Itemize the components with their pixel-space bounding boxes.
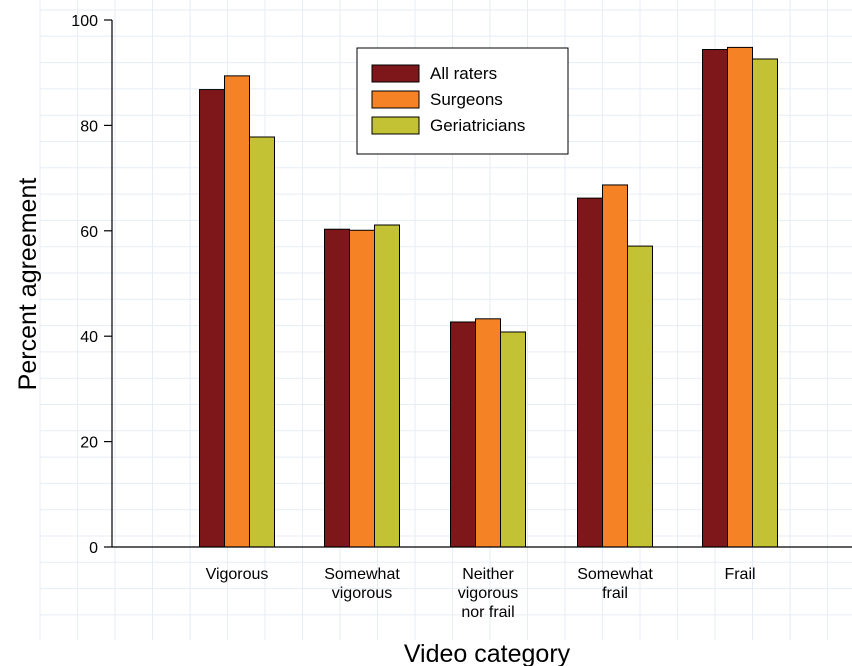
x-tick-label: Neither vigorous nor frail bbox=[458, 566, 518, 621]
legend-swatch bbox=[371, 90, 420, 109]
bar-surgeons bbox=[475, 318, 501, 548]
legend-swatch bbox=[371, 64, 420, 83]
y-tick-label: 0 bbox=[89, 540, 98, 557]
bar-all-raters bbox=[199, 89, 225, 548]
bar-geriatricians bbox=[374, 224, 400, 548]
bar-geriatricians bbox=[627, 245, 653, 548]
y-tick-label: 60 bbox=[80, 224, 98, 241]
bar-geriatricians bbox=[752, 58, 778, 548]
x-tick-label: Somewhat frail bbox=[577, 566, 653, 602]
legend-label: Geriatricians bbox=[430, 116, 525, 135]
legend-label: All raters bbox=[430, 64, 497, 83]
bar-all-raters bbox=[450, 321, 476, 548]
bar-geriatricians bbox=[500, 331, 526, 548]
x-axis-title: Video category bbox=[404, 640, 571, 666]
bar-surgeons bbox=[349, 229, 375, 548]
bar-all-raters bbox=[702, 49, 728, 548]
y-tick-label: 80 bbox=[80, 118, 98, 135]
bar-surgeons bbox=[727, 46, 753, 548]
y-axis-title: Percent agreement bbox=[14, 178, 42, 391]
bar-all-raters bbox=[577, 197, 603, 548]
y-tick-label: 20 bbox=[80, 435, 98, 452]
y-ticks: 0 20 40 60 80 100 bbox=[71, 13, 112, 557]
bar-geriatricians bbox=[249, 136, 275, 548]
x-tick-label: Somewhat vigorous bbox=[324, 566, 400, 602]
bars bbox=[199, 46, 778, 548]
x-tick-label: Vigorous bbox=[206, 566, 269, 583]
bar-all-raters bbox=[324, 228, 350, 548]
axes bbox=[111, 20, 852, 548]
x-tick-label: Frail bbox=[724, 566, 755, 583]
legend: All raters Surgeons Geriatricians bbox=[356, 47, 569, 155]
x-tick-labels: Vigorous Somewhat vigorous Neither vigorous n… bbox=[206, 566, 756, 621]
y-tick-label: 100 bbox=[71, 13, 98, 30]
legend-label: Surgeons bbox=[430, 90, 503, 109]
y-tick-label: 40 bbox=[80, 329, 98, 346]
bar-surgeons bbox=[224, 75, 250, 548]
legend-swatch bbox=[371, 116, 420, 135]
bar-surgeons bbox=[602, 184, 628, 548]
